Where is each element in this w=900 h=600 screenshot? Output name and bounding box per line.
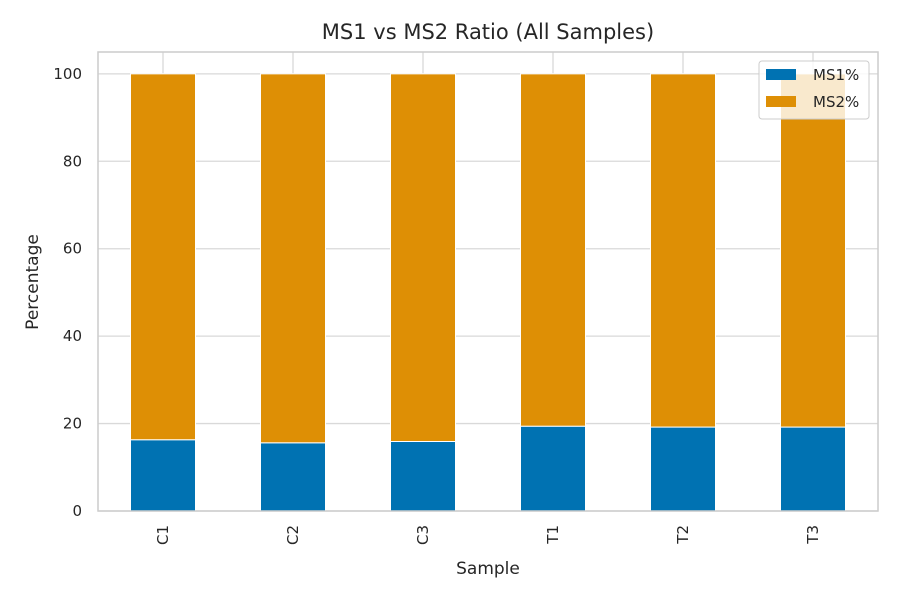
y-tick-labels: 0 20 40 60 80 100 [53, 65, 82, 520]
chart-title: MS1 vs MS2 Ratio (All Samples) [322, 20, 654, 44]
y-tick-label: 0 [72, 502, 82, 520]
bar-segment [260, 73, 326, 444]
y-axis-title: Percentage [23, 234, 43, 330]
x-tick-label: C2 [284, 525, 302, 545]
bar-segment [650, 426, 716, 512]
x-tick-label: C1 [154, 525, 172, 545]
bar-segment [520, 425, 586, 512]
legend-label: MS2% [813, 93, 859, 111]
legend-swatch [766, 96, 796, 107]
bar-segment [780, 73, 846, 428]
y-tick-label: 60 [63, 240, 82, 258]
x-axis-title: Sample [456, 559, 520, 579]
bar-segment [520, 73, 586, 427]
x-tick-label: T2 [674, 525, 692, 545]
bars [130, 73, 846, 512]
x-tick-label: T3 [804, 525, 822, 545]
bar-segment [390, 73, 456, 442]
x-tick-label: T1 [544, 525, 562, 545]
legend-label: MS1% [813, 66, 859, 84]
bar-segment [260, 442, 326, 512]
bar-segment [390, 440, 456, 512]
legend: MS1% MS2% [758, 60, 870, 120]
bar-segment [130, 73, 196, 441]
y-tick-label: 40 [63, 327, 82, 345]
legend-swatch [766, 69, 796, 80]
plot-frame [97, 51, 879, 512]
x-tick-label: C3 [414, 525, 432, 545]
bar-segment [650, 73, 716, 428]
bar-segment [780, 426, 846, 512]
y-tick-label: 100 [53, 65, 82, 83]
y-tick-label: 20 [63, 415, 82, 433]
bar-segment [130, 439, 196, 512]
y-tick-label: 80 [63, 152, 82, 170]
x-tick-labels: C1 C2 C3 T1 T2 T3 [154, 525, 822, 545]
